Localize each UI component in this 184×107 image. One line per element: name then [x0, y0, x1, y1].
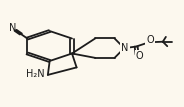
Text: O: O [136, 51, 143, 61]
Text: O: O [146, 35, 154, 45]
Text: N: N [9, 23, 17, 33]
Text: N: N [121, 43, 128, 53]
Text: H₂N: H₂N [26, 69, 45, 79]
